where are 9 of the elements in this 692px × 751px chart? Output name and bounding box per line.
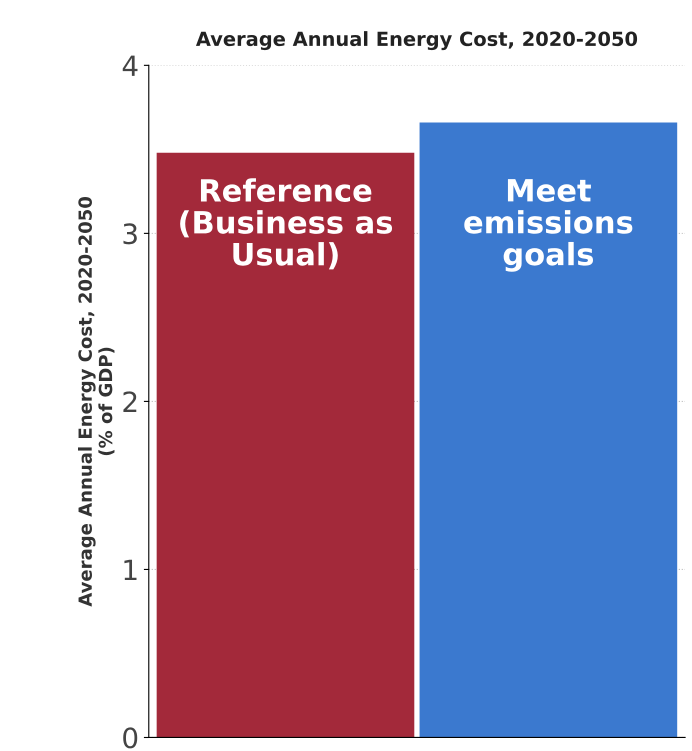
chart-title: Average Annual Energy Cost, 2020-2050 — [196, 31, 638, 50]
y-tick-label: 2 — [123, 391, 136, 412]
y-tick-label: 4 — [122, 56, 138, 76]
y-tick-label: 1 — [124, 560, 136, 580]
y-tick-label: 3 — [124, 223, 137, 244]
x-tick-label: Reference (Business as Usual) — [180, 178, 392, 270]
y-axis-title: Average Annual Energy Cost, 2020-2050 (% of GDP) — [78, 196, 114, 607]
x-tick-label: Meet emissions goals — [464, 179, 632, 272]
y-tick-label: 0 — [123, 727, 138, 748]
